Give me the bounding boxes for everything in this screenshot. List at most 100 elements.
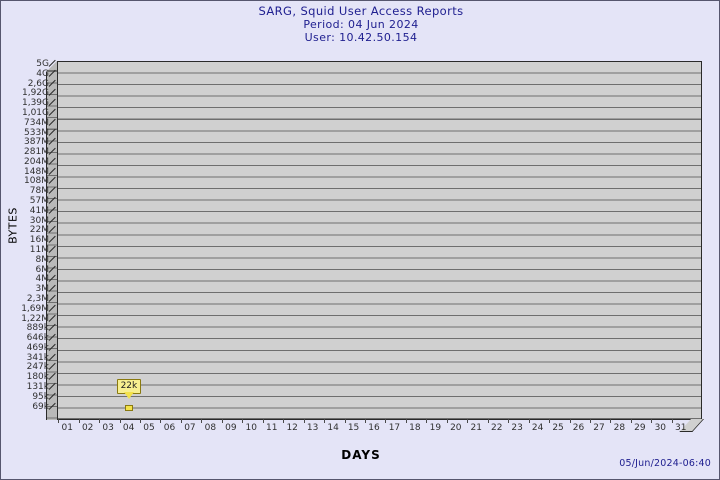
- plot-left-wall-grid: [47, 61, 57, 420]
- x-axis-tick-label: 04: [122, 423, 135, 433]
- x-axis-tick-mark: [303, 419, 305, 423]
- bar-04: [124, 405, 133, 411]
- x-axis-tick-mark: [78, 419, 80, 423]
- x-axis-tick-label: 15: [347, 423, 360, 433]
- y-axis-tick-label: 533M: [24, 127, 49, 138]
- x-axis-tick-label: 28: [613, 423, 626, 433]
- report-user: User: 10.42.50.154: [304, 31, 418, 44]
- x-axis-tick-label: 19: [429, 423, 442, 433]
- x-axis-tick-label: 14: [327, 423, 339, 433]
- y-axis-tick-label: 2,6G: [27, 78, 49, 89]
- y-axis-tick-label: 30M: [29, 215, 49, 226]
- x-axis-tick-mark: [426, 419, 428, 423]
- x-axis-tick-label: 30: [654, 423, 667, 433]
- y-axis-tick-label: 11M: [29, 244, 49, 255]
- x-axis-tick-mark: [365, 419, 366, 423]
- x-axis-tick-mark: [242, 419, 244, 423]
- x-axis-tick-mark: [487, 419, 489, 423]
- y-axis-tick-label: 646k: [26, 333, 49, 344]
- y-axis-tick-label: 734M: [24, 117, 49, 128]
- x-axis-tick-mark: [140, 419, 142, 423]
- x-axis-tick-label: 31: [675, 423, 687, 433]
- chart-title-block: SARG, Squid User Access Reports Period: …: [1, 4, 720, 45]
- y-axis-tick-label: 108M: [24, 176, 49, 187]
- y-axis-tick-label: 1,01G: [21, 107, 49, 118]
- x-axis-tick-label: 23: [511, 423, 523, 433]
- generated-timestamp: 05/Jun/2024-06:40: [619, 458, 711, 469]
- x-axis-tick-label: 10: [245, 423, 257, 433]
- y-axis-tick-label: 148M: [24, 166, 49, 177]
- x-axis-tick-mark: [283, 419, 285, 423]
- x-axis-tick-mark: [99, 419, 101, 423]
- x-axis-tick-label: 22: [490, 423, 503, 433]
- y-axis-tick-label: 22M: [29, 225, 49, 236]
- x-axis-tick-mark: [569, 419, 571, 423]
- x-axis-tick-label: 11: [266, 423, 278, 433]
- x-axis-tick-label: 06: [163, 423, 176, 433]
- x-axis-tick-label: 21: [470, 423, 482, 433]
- report-period: Period: 04 Jun 2024: [303, 18, 419, 31]
- x-axis-tick-mark: [344, 419, 346, 423]
- x-axis-tick-mark: [446, 419, 448, 423]
- x-axis-tick-mark: [180, 419, 182, 423]
- x-axis-tick-mark: [160, 419, 162, 423]
- x-axis-tick-label: 18: [409, 423, 421, 433]
- x-axis-tick-mark: [58, 419, 60, 423]
- x-axis-tick-label: 05: [143, 423, 155, 433]
- x-axis-tick-label: 13: [306, 423, 319, 433]
- y-axis-tick-label: 5G: [36, 59, 49, 69]
- x-axis-tick-label: 27: [593, 423, 605, 433]
- x-axis-tick-label: 09: [225, 423, 237, 433]
- x-axis-tick-label: 16: [368, 423, 380, 433]
- x-axis-tick-mark: [508, 419, 510, 423]
- y-axis-tick-label: 469k: [26, 342, 49, 353]
- x-axis-tick-mark: [651, 419, 653, 423]
- y-axis-tick-label: 4G: [36, 68, 49, 79]
- plot-area: 22k: [46, 61, 704, 432]
- x-axis-tick-label: 29: [634, 423, 646, 433]
- y-axis-tick-label: 1,92G: [21, 88, 49, 99]
- y-axis-tick-label: 3M: [35, 284, 50, 295]
- x-axis-tick-mark: [324, 419, 326, 423]
- y-axis-tick-label: 2,3M: [26, 293, 49, 304]
- x-axis-tick-mark: [119, 419, 121, 423]
- y-axis-tick-label: 387M: [24, 137, 49, 148]
- y-axis-tick-label: 889k: [26, 323, 49, 334]
- y-axis-tick-label: 4M: [35, 274, 50, 285]
- y-axis-tick-label: 16M: [29, 235, 49, 246]
- y-axis-tick-label: 341k: [26, 352, 49, 363]
- x-axis-tick-mark: [405, 419, 407, 423]
- x-axis-tick-label: 02: [81, 423, 94, 433]
- y-axis-tick-label: 1,39G: [21, 98, 49, 109]
- plot-face: [57, 61, 702, 420]
- y-axis-tick-label: 204M: [24, 156, 49, 167]
- x-axis-tick-mark: [221, 419, 223, 423]
- x-axis-tick-label: 17: [388, 423, 401, 433]
- page-title: SARG, Squid User Access Reports: [258, 4, 464, 18]
- callout-pointer: [123, 392, 134, 399]
- y-axis-tick-label: 247k: [26, 362, 49, 373]
- x-axis-tick-mark: [589, 419, 591, 423]
- x-axis-tick-mark: [262, 419, 264, 423]
- y-axis-tick-label: 1,22M: [21, 313, 49, 324]
- x-axis-tick-label: 25: [552, 423, 564, 433]
- x-axis-tick-mark: [549, 419, 551, 423]
- y-axis-tick-label: 180k: [26, 372, 49, 383]
- y-axis-tick-label: 69k: [32, 401, 49, 412]
- x-axis-tick-label: 03: [102, 423, 114, 433]
- plot-left-wall: [46, 61, 57, 420]
- x-axis-tick-label: 26: [572, 423, 585, 433]
- y-axis-tick-label: 41M: [29, 205, 49, 216]
- x-axis-title: DAYS: [341, 448, 381, 462]
- y-axis-tick-label: 8M: [35, 254, 50, 265]
- x-axis-tick-label: 12: [286, 423, 298, 433]
- x-axis-tick-label: 01: [61, 423, 73, 433]
- y-axis-tick-label: 78M: [29, 186, 49, 197]
- x-axis-tick-label: 24: [531, 423, 544, 433]
- y-axis-tick-label: 57M: [29, 196, 49, 207]
- x-axis-tick-label: 08: [204, 423, 217, 433]
- x-axis-tick-mark: [528, 419, 530, 423]
- y-axis-tick-label: 1,69M: [21, 303, 49, 314]
- x-axis-tick-mark: [467, 419, 469, 423]
